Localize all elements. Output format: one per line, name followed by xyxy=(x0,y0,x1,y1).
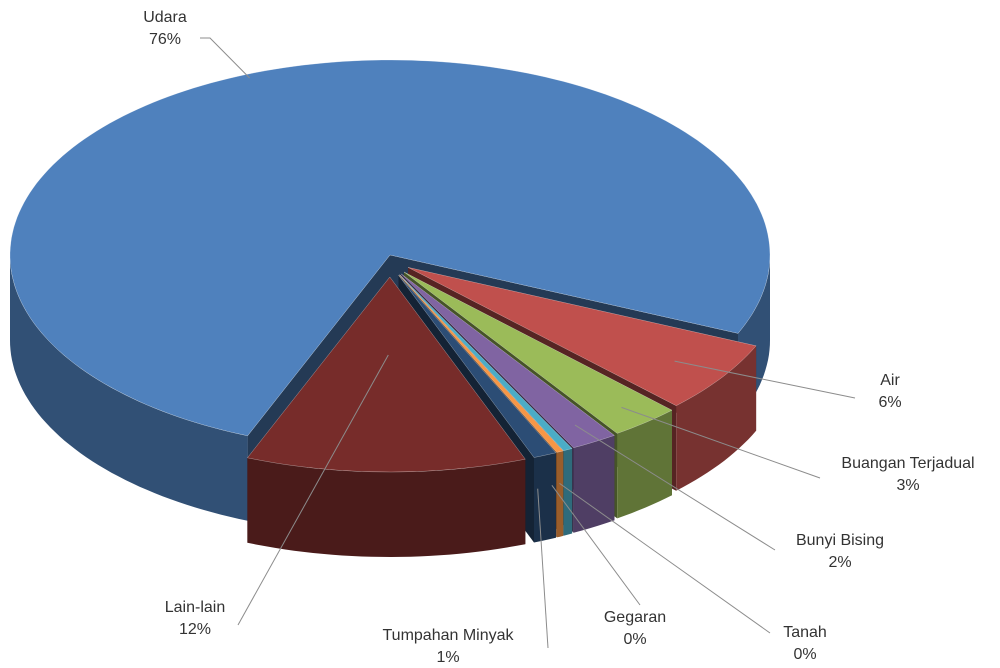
label-name: Buangan Terjadual xyxy=(841,455,974,472)
slice xyxy=(246,276,526,557)
data-label: Buangan Terjadual 3% xyxy=(841,455,974,494)
label-name: Udara xyxy=(143,9,187,26)
leader-line xyxy=(621,406,821,479)
slice-top xyxy=(399,274,573,451)
leader-line xyxy=(551,485,641,606)
slice-side xyxy=(556,450,564,538)
label-name: Tanah xyxy=(783,624,827,641)
slice-top xyxy=(401,273,615,448)
label-value: 2% xyxy=(828,554,851,571)
slice-top xyxy=(403,271,673,434)
data-label: Lain-lain 12% xyxy=(165,599,225,638)
slice-top xyxy=(246,276,526,473)
data-label: Tumpahan Minyak 1% xyxy=(382,627,514,666)
leader-line xyxy=(200,37,250,79)
data-label: Udara 76% xyxy=(143,9,187,48)
label-name: Bunyi Bising xyxy=(796,532,884,549)
slice-side xyxy=(247,457,526,557)
leader-line xyxy=(559,482,771,634)
label-value: 1% xyxy=(436,649,459,666)
leader-line xyxy=(237,354,389,626)
leader-line xyxy=(574,424,776,551)
label-name: Gegaran xyxy=(604,609,666,626)
label-value: 0% xyxy=(623,631,646,648)
label-value: 76% xyxy=(149,31,181,48)
slice-side xyxy=(563,448,573,536)
slice-top xyxy=(399,274,564,453)
label-value: 3% xyxy=(896,477,919,494)
leader-line xyxy=(674,360,856,399)
slice-side xyxy=(534,452,556,543)
slice-side xyxy=(10,255,248,521)
label-name: Air xyxy=(880,372,900,389)
label-value: 0% xyxy=(793,646,816,663)
label-name: Lain-lain xyxy=(165,599,225,616)
data-label: Tanah 0% xyxy=(783,624,827,663)
leader-line xyxy=(537,488,549,649)
label-value: 12% xyxy=(179,621,211,638)
slice-side xyxy=(676,345,757,491)
data-label: Gegaran 0% xyxy=(604,609,666,648)
slice-top xyxy=(407,267,757,406)
label-name: Tumpahan Minyak xyxy=(382,627,514,644)
data-label: Air 6% xyxy=(878,372,901,411)
slice-side xyxy=(573,435,615,533)
data-label: Bunyi Bising 2% xyxy=(796,532,884,571)
slice-side xyxy=(617,410,672,519)
slice-top xyxy=(398,275,557,458)
label-value: 6% xyxy=(878,394,901,411)
